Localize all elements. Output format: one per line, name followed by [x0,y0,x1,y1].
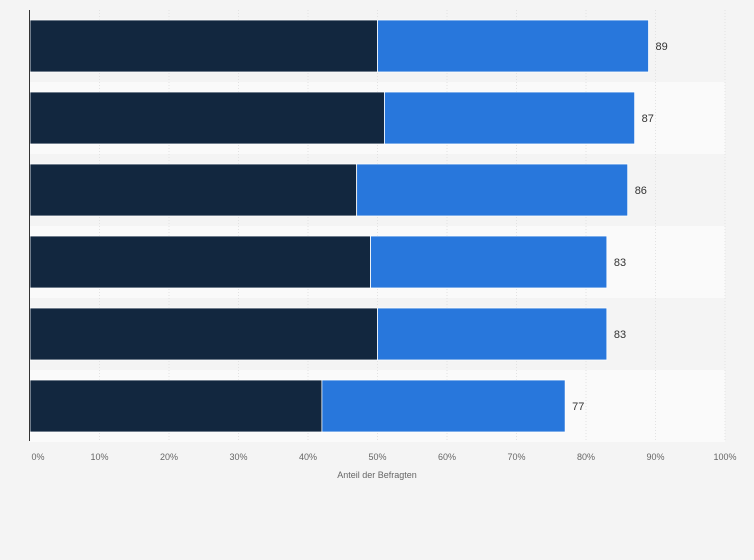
x-tick-label: 90% [646,452,664,462]
bar-segment-series-2 [384,91,636,145]
x-tick-label: 40% [299,452,317,462]
bar-total-label: 86 [635,185,647,197]
bar-segment-series-2 [356,163,629,217]
gridlines [99,10,726,442]
x-tick-labels: 0% 10% 20% 30% 40% 50% 60% 70% 80% 90% 100% [31,452,736,462]
bar-segment-series-1 [29,163,358,217]
bar-segment-series-1 [29,91,385,145]
x-tick-label: 20% [160,452,178,462]
bar-total-label: 89 [656,41,668,53]
bars: 89 87 86 83 83 77 [29,19,668,433]
x-tick-label: 50% [368,452,386,462]
bar-total-label: 83 [614,329,626,341]
x-tick-label: 100% [713,452,736,462]
bar-segment-series-1 [29,307,378,361]
x-tick-label: 60% [438,452,456,462]
x-tick-label: 30% [229,452,247,462]
bar-total-label: 87 [642,113,654,125]
x-tick-label: 0% [31,452,44,462]
bar-segment-series-1 [29,379,323,433]
bar-segment-series-1 [29,235,371,289]
bar-segment-series-2 [377,307,608,361]
bar-segment-series-2 [321,379,566,433]
bar-segment-series-2 [377,19,649,73]
x-tick-label: 80% [577,452,595,462]
x-tick-label: 10% [90,452,108,462]
bar-total-label: 77 [572,401,584,413]
x-tick-label: 70% [507,452,525,462]
x-axis-title: Anteil der Befragten [337,470,417,480]
bar-segment-series-2 [370,235,608,289]
bar-segment-series-1 [29,19,378,73]
bar-total-label: 83 [614,257,626,269]
